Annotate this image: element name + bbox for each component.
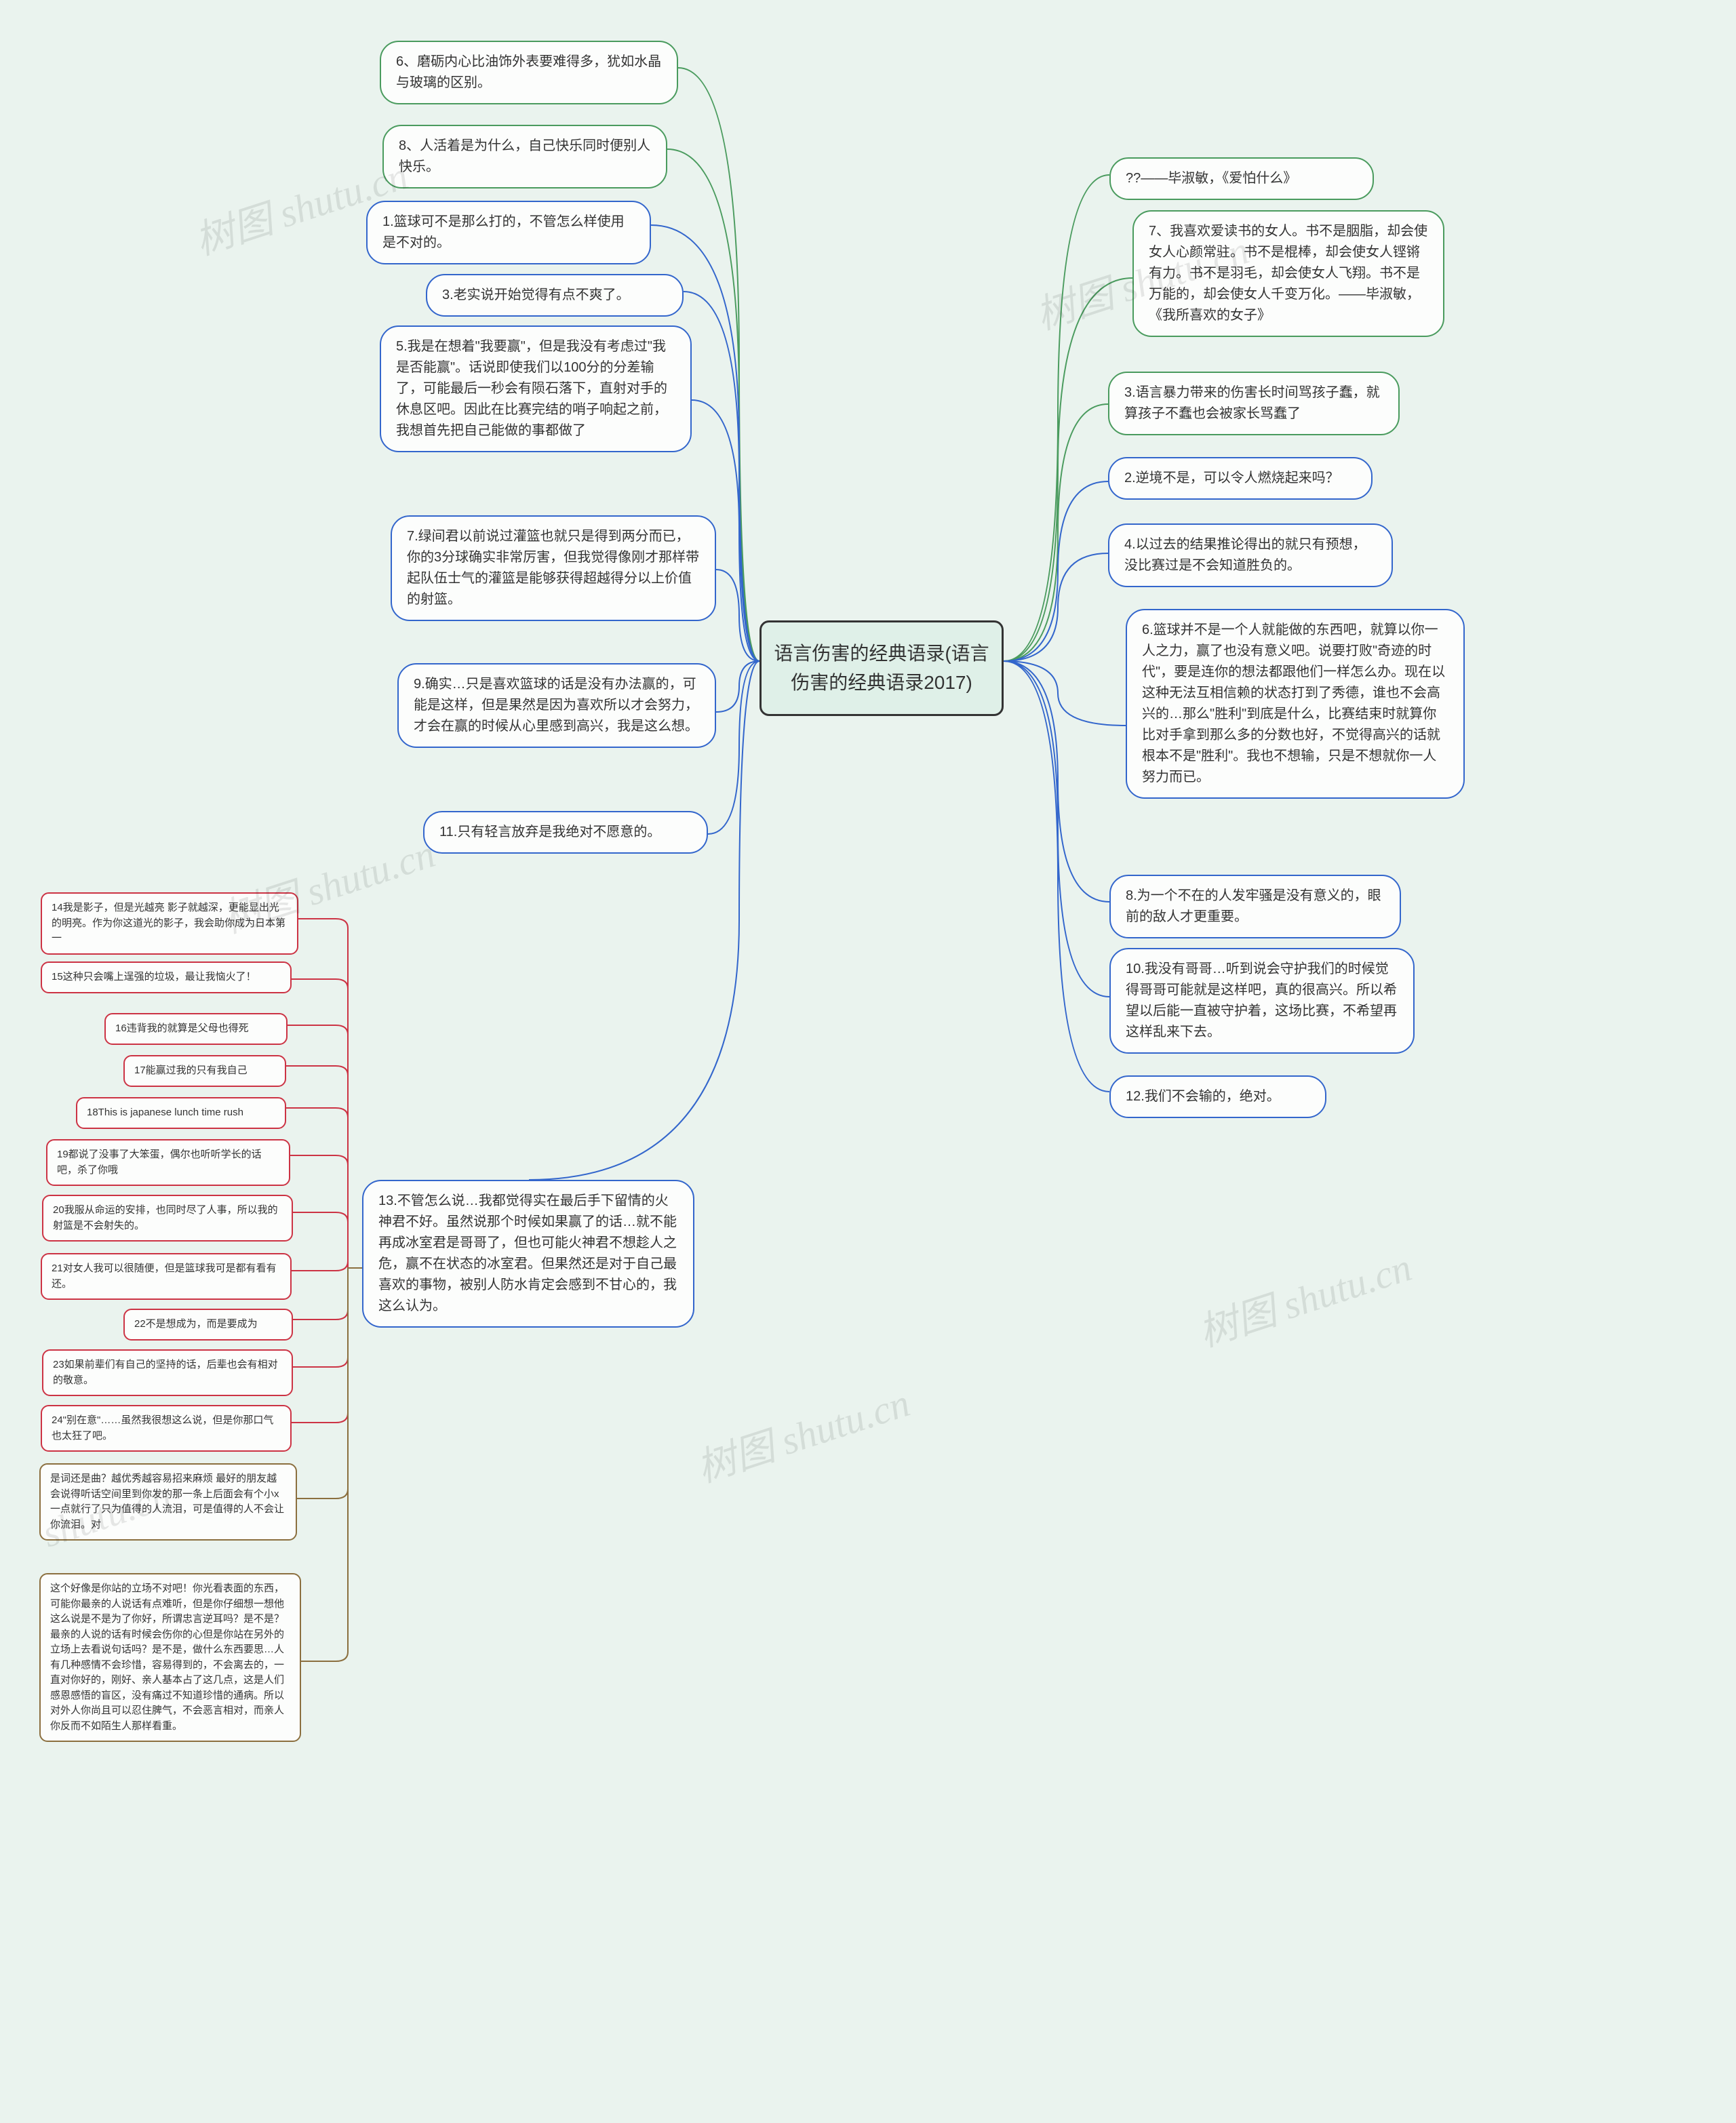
mindmap-node: 5.我是在想着"我要赢"，但是我没有考虑过"我是否能赢"。话说即使我们以100分… [380,325,692,452]
mindmap-node: ??——毕淑敏，《爱怕什么》 [1109,157,1374,200]
mindmap-node: 17能赢过我的只有我自己 [123,1055,286,1087]
mindmap-node: 8、人活着是为什么，自己快乐同时便别人快乐。 [382,125,667,189]
mindmap-node: 2.逆境不是，可以令人燃烧起来吗？ [1108,457,1373,500]
mindmap-node: 3.老实说开始觉得有点不爽了。 [426,274,684,317]
mindmap-node: 1.篮球可不是那么打的，不管怎么样使用是不对的。 [366,201,651,264]
mindmap-node: 20我服从命运的安排，也同时尽了人事，所以我的射篮是不会射失的。 [42,1195,293,1242]
mindmap-node: 是词还是曲？越优秀越容易招来麻烦 最好的朋友越会说得听话空间里到你发的那一条上后… [39,1463,297,1541]
mindmap-node: 21对女人我可以很随便，但是篮球我可是都有看有还。 [41,1253,292,1300]
mindmap-node: 14我是影子，但是光越亮 影子就越深，更能显出光的明亮。作为你这道光的影子，我会… [41,892,298,955]
watermark: 树图 shutu.cn [1190,1235,1417,1357]
mindmap-node: 13.不管怎么说…我都觉得实在最后手下留情的火神君不好。虽然说那个时候如果赢了的… [362,1180,694,1328]
mindmap-node: 24"别在意"……虽然我很想这么说，但是你那口气也太狂了吧。 [41,1405,292,1452]
mindmap-node: 12.我们不会输的，绝对。 [1109,1075,1326,1118]
mindmap-node: 22不是想成为，而是要成为 [123,1309,293,1341]
mindmap-node: 这个好像是你站的立场不对吧！你光看表面的东西，可能你最亲的人说话有点难听，但是你… [39,1573,301,1742]
mindmap-node: 9.确实…只是喜欢篮球的话是没有办法赢的，可能是这样，但是果然是因为喜欢所以才会… [397,663,716,748]
mindmap-node: 8.为一个不在的人发牢骚是没有意义的，眼前的敌人才更重要。 [1109,875,1401,938]
mindmap-node: 15这种只会嘴上逞强的垃圾，最让我恼火了！ [41,961,292,993]
mindmap-node: 10.我没有哥哥…听到说会守护我们的时候觉得哥哥可能就是这样吧，真的很高兴。所以… [1109,948,1415,1054]
center-node: 语言伤害的经典语录(语言伤害的经典语录2017) [760,620,1004,716]
mindmap-node: 3.语言暴力带来的伤害长时间骂孩子蠢，就算孩子不蠢也会被家长骂蠢了 [1108,372,1400,435]
mindmap-node: 7.绿间君以前说过灌篮也就只是得到两分而已，你的3分球确实非常厉害，但我觉得像刚… [391,515,716,621]
mindmap-node: 4.以过去的结果推论得出的就只有预想，没比赛过是不会知道胜负的。 [1108,523,1393,587]
mindmap-node: 6.篮球并不是一个人就能做的东西吧，就算以你一人之力，赢了也没有意义吧。说要打败… [1126,609,1465,799]
mindmap-node: 19都说了没事了大笨蛋，偶尔也听听学长的话吧，杀了你哦 [46,1139,290,1186]
mindmap-node: 23如果前辈们有自己的坚持的话，后辈也会有相对的敬意。 [42,1349,293,1396]
mindmap-node: 11.只有轻言放弃是我绝对不愿意的。 [423,811,708,854]
mindmap-node: 6、磨砺内心比油饰外表要难得多，犹如水晶与玻璃的区别。 [380,41,678,104]
mindmap-node: 7、我喜欢爱读书的女人。书不是胭脂，却会使女人心颜常驻。书不是棍棒，却会使女人铿… [1132,210,1444,337]
watermark: 树图 shutu.cn [688,1371,915,1493]
mindmap-node: 18This is japanese lunch time rush [76,1097,286,1129]
mindmap-node: 16违背我的就算是父母也得死 [104,1013,288,1045]
